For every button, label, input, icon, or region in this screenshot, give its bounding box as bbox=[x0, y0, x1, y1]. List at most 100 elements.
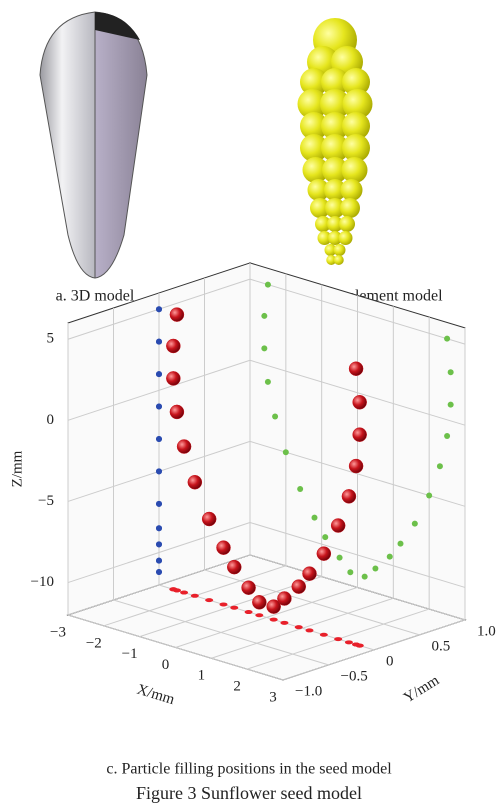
back-projection bbox=[311, 514, 318, 521]
floor-projection bbox=[255, 613, 264, 618]
particle bbox=[166, 371, 181, 386]
particle bbox=[166, 338, 181, 354]
sphere bbox=[333, 255, 344, 265]
side-projection bbox=[156, 435, 162, 442]
floor-projection bbox=[190, 593, 199, 598]
floor-projection bbox=[230, 605, 239, 610]
sphere bbox=[328, 231, 342, 245]
x-tick-label: 3 bbox=[269, 689, 277, 705]
back-projection bbox=[386, 553, 393, 560]
floor-projection bbox=[319, 632, 328, 637]
floor-projection bbox=[294, 625, 303, 630]
sphere bbox=[342, 68, 370, 96]
side-projection bbox=[156, 500, 162, 507]
side-projection bbox=[156, 541, 162, 548]
sphere bbox=[315, 216, 331, 232]
particle bbox=[291, 579, 306, 594]
sphere bbox=[321, 68, 349, 96]
y-axis-label: Y/mm bbox=[401, 672, 442, 706]
side-projection bbox=[156, 371, 162, 378]
particle bbox=[316, 546, 332, 561]
sphere bbox=[324, 244, 337, 256]
back-projection bbox=[426, 492, 433, 499]
back-projection bbox=[436, 463, 443, 470]
sphere bbox=[324, 179, 346, 201]
discrete-element-model bbox=[297, 18, 373, 265]
grid-line bbox=[204, 569, 420, 636]
back-projection bbox=[444, 433, 451, 440]
back-projection bbox=[272, 413, 279, 420]
particle bbox=[187, 474, 203, 490]
particle bbox=[341, 489, 357, 504]
panel-caption: a. 3D model bbox=[56, 288, 135, 305]
side-projection bbox=[156, 568, 162, 575]
particle bbox=[169, 404, 185, 420]
sphere bbox=[300, 134, 328, 162]
back-projection bbox=[447, 369, 454, 376]
sphere bbox=[342, 112, 370, 140]
sphere bbox=[300, 112, 328, 140]
particle bbox=[330, 518, 346, 533]
y-tick-label: 0.5 bbox=[432, 638, 451, 654]
back-projection bbox=[264, 378, 271, 385]
back-projection bbox=[397, 540, 404, 547]
back-projection bbox=[361, 573, 368, 580]
seed-3d-model bbox=[39, 11, 148, 279]
particle bbox=[352, 394, 367, 410]
z-tick-label: 5 bbox=[47, 331, 55, 347]
sphere bbox=[340, 198, 360, 218]
floor-projection bbox=[172, 588, 181, 593]
sphere bbox=[321, 134, 349, 162]
sphere bbox=[338, 231, 353, 245]
z-axis-label: Z/mm bbox=[9, 450, 25, 487]
sphere bbox=[339, 216, 355, 232]
floor-projection bbox=[352, 642, 361, 647]
back-projection bbox=[372, 565, 379, 572]
floor-projection bbox=[344, 640, 353, 645]
particle bbox=[227, 559, 242, 575]
particle bbox=[252, 595, 267, 610]
y-tick-label: 1.0 bbox=[477, 623, 496, 639]
floor-projection bbox=[180, 590, 189, 595]
back-projection bbox=[264, 281, 271, 288]
back-projection bbox=[261, 312, 268, 319]
sphere bbox=[327, 216, 343, 232]
x-axis-label: X/mm bbox=[135, 682, 177, 709]
back-projection bbox=[447, 401, 454, 408]
grid-line bbox=[249, 554, 466, 621]
sphere bbox=[341, 157, 368, 183]
side-projection bbox=[156, 468, 162, 475]
sphere bbox=[307, 179, 330, 201]
particle bbox=[352, 427, 367, 442]
z-tick-label: 0 bbox=[47, 412, 55, 428]
back-projection bbox=[411, 520, 418, 527]
sphere bbox=[342, 134, 370, 162]
sphere bbox=[326, 255, 337, 265]
y-tick-label: −0.5 bbox=[341, 668, 368, 684]
particle bbox=[176, 439, 192, 454]
back-projection bbox=[297, 485, 304, 492]
particle bbox=[169, 307, 185, 322]
particle bbox=[266, 599, 281, 614]
back-projection bbox=[261, 345, 268, 352]
floor-projection bbox=[219, 602, 228, 607]
side-projection bbox=[156, 557, 162, 564]
y-tick-label: 0 bbox=[386, 653, 394, 669]
floor-projection bbox=[305, 628, 314, 633]
sphere bbox=[322, 157, 348, 183]
sphere bbox=[317, 231, 332, 245]
floor-projection bbox=[244, 610, 253, 615]
particle bbox=[216, 540, 231, 555]
particle bbox=[201, 511, 217, 527]
side-projection bbox=[156, 338, 162, 345]
back-projection bbox=[282, 449, 289, 456]
y-tick-label: −1.0 bbox=[295, 683, 322, 699]
figure-caption: Figure 3 Sunflower seed model bbox=[136, 783, 362, 803]
sphere bbox=[333, 244, 346, 256]
grid-line bbox=[67, 614, 284, 681]
floor-projection bbox=[269, 617, 278, 622]
back-projection bbox=[322, 534, 329, 541]
x-tick-label: 1 bbox=[198, 668, 206, 684]
